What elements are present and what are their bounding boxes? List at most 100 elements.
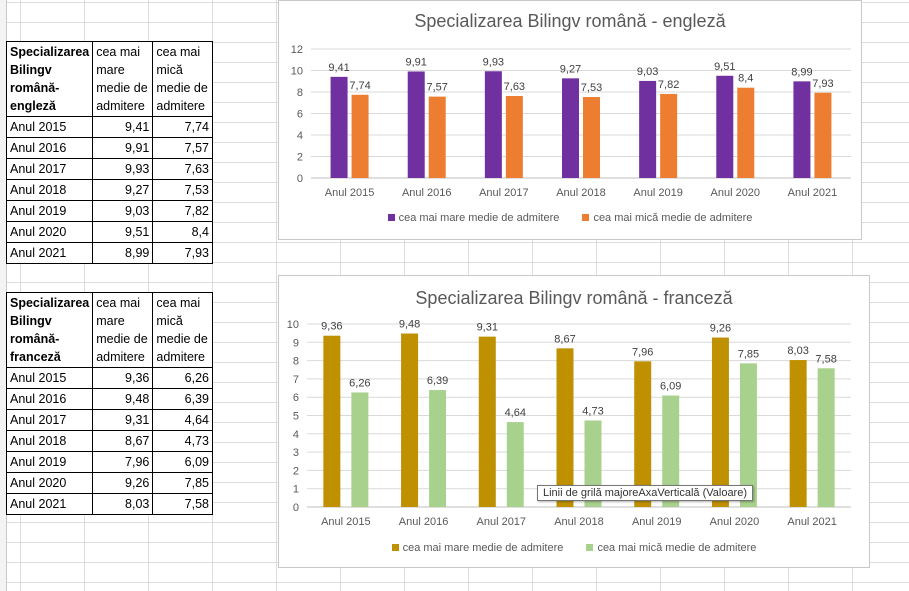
max-cell[interactable]: 9,31 bbox=[92, 409, 154, 431]
x-tick-label: Anul 2016 bbox=[399, 516, 449, 528]
year-cell[interactable]: Anul 2021 bbox=[5, 242, 94, 264]
legend-entry[interactable]: cea mai mare medie de admitere bbox=[387, 212, 560, 224]
chart-plot-area[interactable]: 0 1 2 3 4 5 6 7 8 9 10 9,36 6,26 Anul 2015 9,48 6,39 Anu… bbox=[279, 276, 869, 567]
data-label: 9,31 bbox=[477, 322, 498, 334]
min-cell[interactable]: 7,58 bbox=[152, 493, 213, 515]
table-header-row: Specializarea Bilingv română-engleză cea… bbox=[5, 41, 213, 117]
data-label: 7,85 bbox=[738, 348, 759, 360]
bar bbox=[817, 368, 835, 507]
x-tick-label: Anul 2015 bbox=[325, 187, 375, 199]
x-tick-label: Anul 2020 bbox=[711, 187, 761, 199]
year-cell[interactable]: Anul 2017 bbox=[5, 409, 94, 431]
min-cell[interactable]: 6,09 bbox=[152, 451, 213, 473]
x-tick-label: Anul 2020 bbox=[710, 516, 760, 528]
y-tick-label: 0 bbox=[297, 173, 303, 185]
max-cell[interactable]: 9,26 bbox=[92, 472, 154, 494]
bar bbox=[478, 336, 496, 507]
chart-french[interactable]: Specializarea Bilingv română - franceză … bbox=[278, 275, 870, 568]
min-cell[interactable]: 7,93 bbox=[152, 242, 213, 264]
legend-label: cea mai mare medie de admitere bbox=[398, 212, 560, 224]
max-cell[interactable]: 8,99 bbox=[92, 242, 154, 264]
year-cell[interactable]: Anul 2015 bbox=[5, 367, 94, 389]
max-cell[interactable]: 9,36 bbox=[92, 367, 154, 389]
table-row: Anul 2021 8,03 7,58 bbox=[5, 493, 213, 515]
max-cell[interactable]: 9,48 bbox=[92, 388, 154, 410]
chart-plot-area[interactable]: 0 2 4 6 8 10 12 9,417,74 Anul 2015 9,91 7,57 Anul 2… bbox=[279, 1, 861, 239]
legend-swatch bbox=[586, 544, 594, 551]
min-cell[interactable]: 4,73 bbox=[152, 430, 213, 452]
x-tick-label: Anul 2016 bbox=[402, 187, 452, 199]
year-cell[interactable]: Anul 2018 bbox=[5, 179, 94, 201]
bar bbox=[330, 76, 348, 178]
min-cell[interactable]: 8,4 bbox=[152, 221, 213, 243]
chart-legend[interactable]: cea mai mare medie de admitere cea mai m… bbox=[279, 212, 861, 224]
legend-entry[interactable]: cea mai mică medie de admitere bbox=[586, 542, 756, 554]
year-cell[interactable]: Anul 2019 bbox=[5, 200, 94, 222]
data-label: 7,96 bbox=[632, 346, 653, 358]
data-label: 8,99 bbox=[791, 66, 812, 78]
min-cell[interactable]: 7,82 bbox=[152, 200, 213, 222]
year-cell[interactable]: Anul 2021 bbox=[5, 493, 94, 515]
header-cell[interactable]: Specializarea Bilingv română-engleză bbox=[5, 41, 94, 117]
year-cell[interactable]: Anul 2018 bbox=[5, 430, 94, 452]
bar bbox=[505, 95, 523, 178]
y-tick-label: 6 bbox=[293, 392, 299, 404]
header-cell[interactable]: cea mai mare medie de admitere bbox=[92, 41, 154, 117]
table-row: Anul 2018 9,27 7,53 bbox=[5, 179, 213, 201]
min-cell[interactable]: 7,85 bbox=[152, 472, 213, 494]
chart-title[interactable]: Specializarea Bilingv română - franceză bbox=[415, 288, 733, 308]
max-cell[interactable]: 9,03 bbox=[92, 200, 154, 222]
chart-legend[interactable]: cea mai mare medie de admitere cea mai m… bbox=[279, 542, 869, 554]
y-tick-label: 10 bbox=[287, 319, 299, 331]
legend-entry[interactable]: cea mai mare medie de admitere bbox=[391, 542, 563, 554]
y-tick-label: 2 bbox=[293, 465, 299, 477]
header-cell[interactable]: Specializarea Bilingv română-franceză bbox=[5, 292, 94, 368]
max-cell[interactable]: 9,51 bbox=[92, 221, 154, 243]
max-cell[interactable]: 9,91 bbox=[92, 137, 154, 159]
header-cell[interactable]: cea mai mare medie de admitere bbox=[92, 292, 154, 368]
year-cell[interactable]: Anul 2019 bbox=[5, 451, 94, 473]
data-label: 7,93 bbox=[812, 78, 833, 90]
x-tick-label: Anul 2021 bbox=[788, 187, 838, 199]
max-cell[interactable]: 9,27 bbox=[92, 179, 154, 201]
data-label: 7,53 bbox=[581, 82, 602, 94]
min-cell[interactable]: 4,64 bbox=[152, 409, 213, 431]
max-cell[interactable]: 7,96 bbox=[92, 451, 154, 473]
max-cell[interactable]: 9,93 bbox=[92, 158, 154, 180]
year-cell[interactable]: Anul 2016 bbox=[5, 137, 94, 159]
min-cell[interactable]: 7,57 bbox=[152, 137, 213, 159]
year-cell[interactable]: Anul 2016 bbox=[5, 388, 94, 410]
year-cell[interactable]: Anul 2017 bbox=[5, 158, 94, 180]
table-row: Anul 2018 8,67 4,73 bbox=[5, 430, 213, 452]
year-cell[interactable]: Anul 2015 bbox=[5, 116, 94, 138]
header-cell[interactable]: cea mai mică medie de admitere bbox=[152, 292, 213, 368]
max-cell[interactable]: 8,03 bbox=[92, 493, 154, 515]
legend-label: cea mai mică medie de admitere bbox=[593, 212, 753, 224]
year-cell[interactable]: Anul 2020 bbox=[5, 472, 94, 494]
y-tick-label: 6 bbox=[297, 109, 303, 121]
min-cell[interactable]: 7,63 bbox=[152, 158, 213, 180]
data-label: 7,63 bbox=[504, 81, 525, 93]
data-label: 7,74 bbox=[349, 80, 370, 92]
data-label: 7,57 bbox=[427, 82, 448, 94]
bar bbox=[556, 348, 574, 507]
min-cell[interactable]: 6,26 bbox=[152, 367, 213, 389]
min-cell[interactable]: 6,39 bbox=[152, 388, 213, 410]
max-cell[interactable]: 9,41 bbox=[92, 116, 154, 138]
header-cell[interactable]: cea mai mică medie de admitere bbox=[152, 41, 213, 117]
bar bbox=[711, 337, 729, 507]
year-cell[interactable]: Anul 2020 bbox=[5, 221, 94, 243]
bar bbox=[789, 360, 807, 507]
max-cell[interactable]: 8,67 bbox=[92, 430, 154, 452]
bar bbox=[323, 335, 341, 507]
min-cell[interactable]: 7,74 bbox=[152, 116, 213, 138]
table-row: Anul 2017 9,31 4,64 bbox=[5, 409, 213, 431]
data-label: 7,82 bbox=[658, 79, 679, 91]
chart-english[interactable]: Specializarea Bilingv română - engleză 0… bbox=[278, 0, 862, 240]
legend-entry[interactable]: cea mai mică medie de admitere bbox=[582, 212, 752, 224]
min-cell[interactable]: 7,53 bbox=[152, 179, 213, 201]
table-row: Anul 2017 9,93 7,63 bbox=[5, 158, 213, 180]
table-row: Anul 2021 8,99 7,93 bbox=[5, 242, 213, 264]
y-tick-label: 2 bbox=[297, 152, 303, 164]
chart-title[interactable]: Specializarea Bilingv română - engleză bbox=[414, 11, 726, 31]
